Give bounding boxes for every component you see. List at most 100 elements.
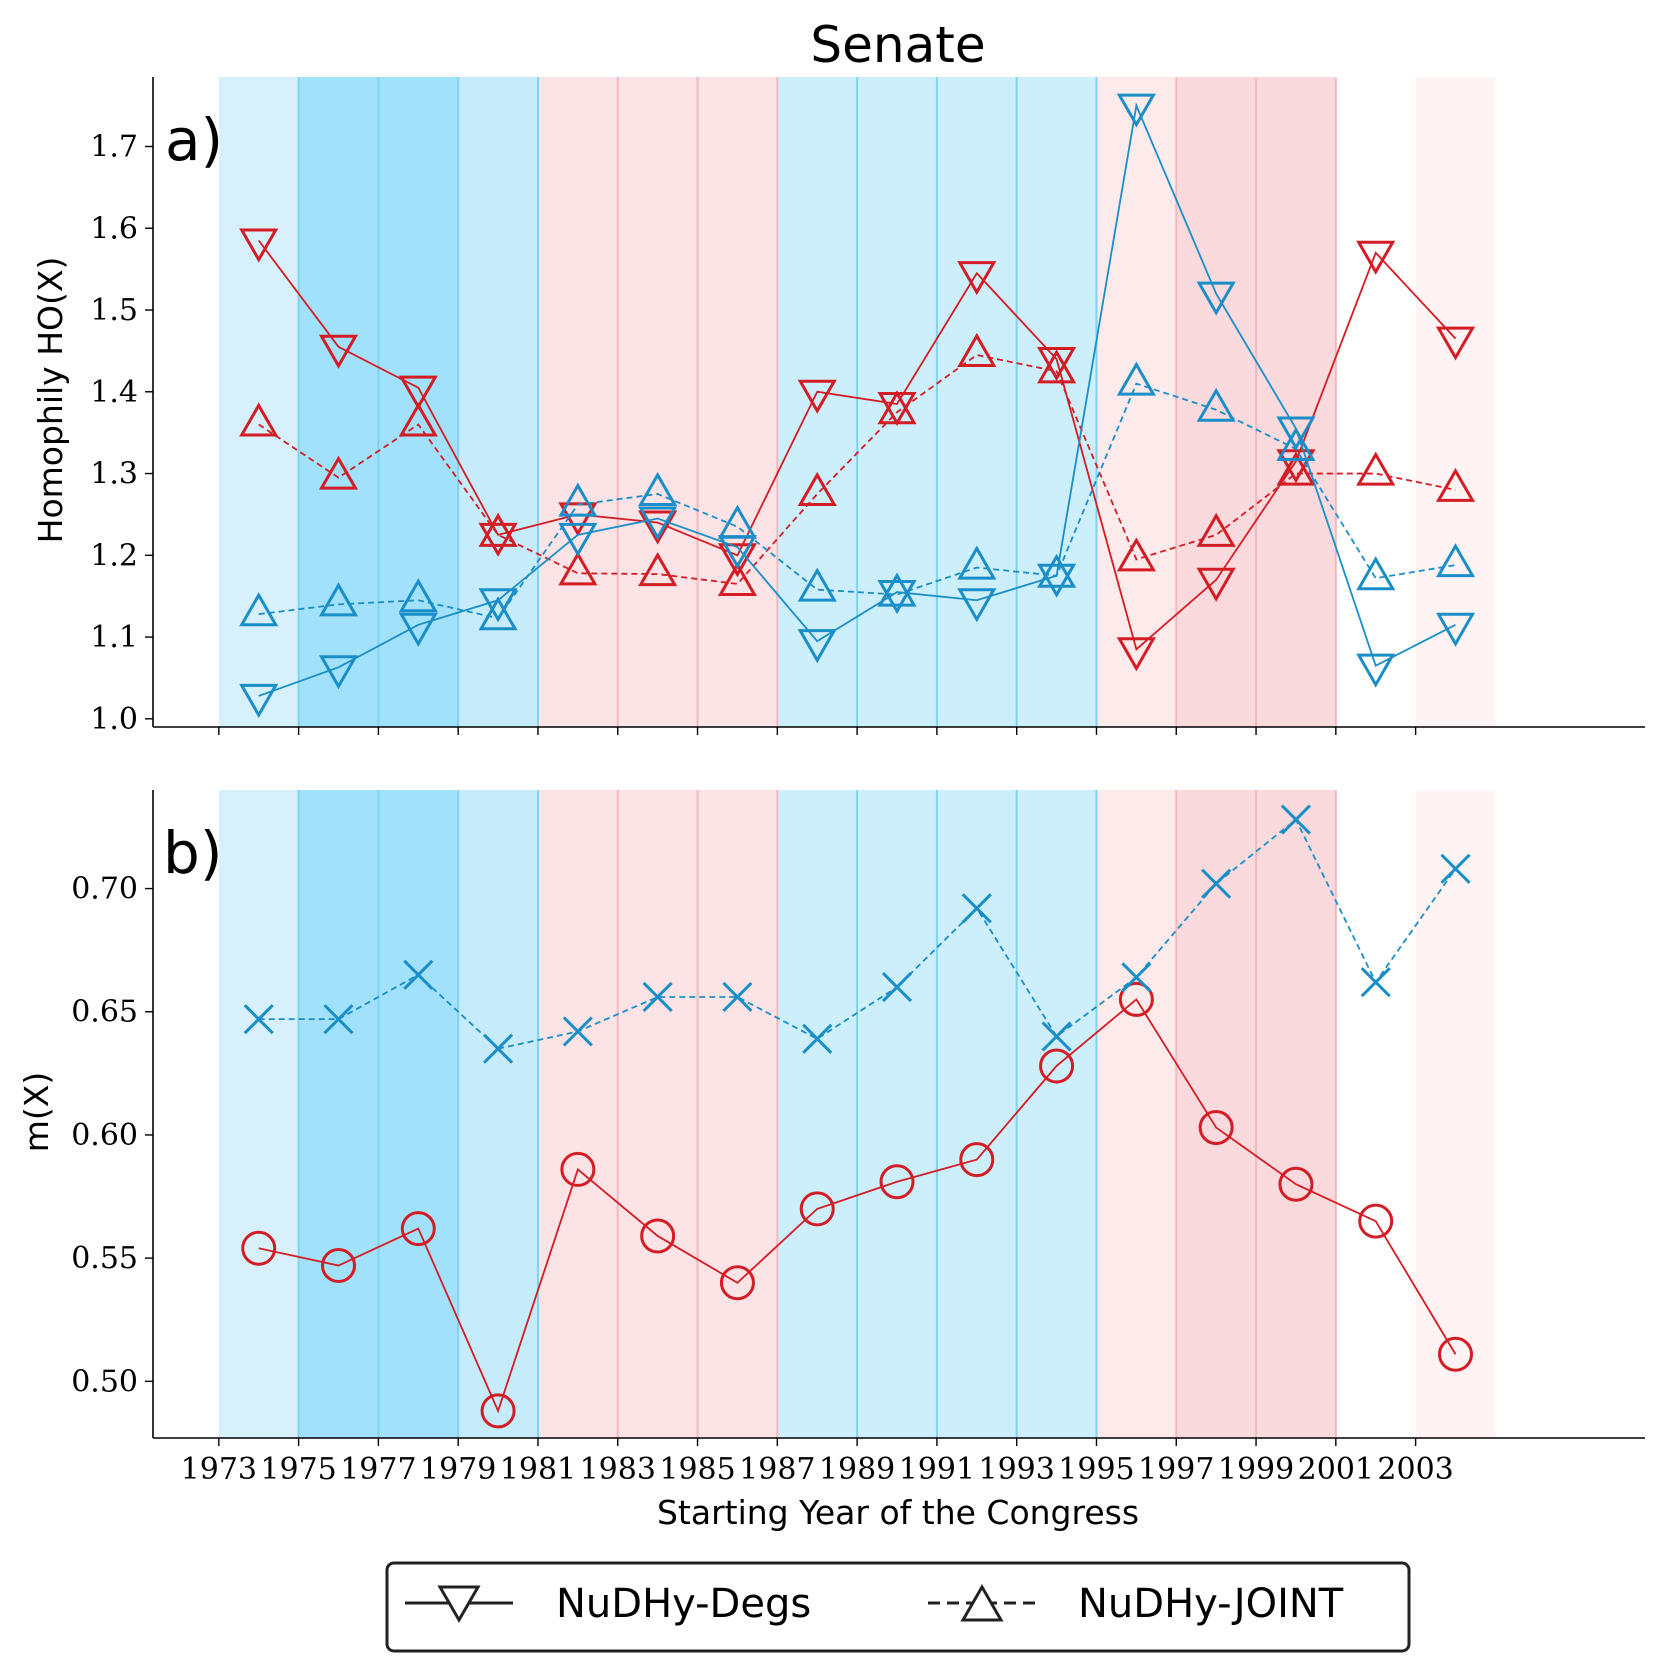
panel-label-a: a) [165, 106, 223, 174]
y-tick-label: 1.3 [90, 457, 138, 492]
panel-b: 0.500.550.600.650.70 1973 1975 1977 1979 198… [17, 790, 1645, 1532]
marker-triangle-up [717, 561, 758, 596]
legend-triangle-up-icon [960, 1583, 1004, 1622]
marker-x [1360, 967, 1391, 998]
marker-triangle-up [1036, 349, 1077, 384]
y-tick-label: 0.55 [71, 1241, 138, 1276]
marker-triangle-up [877, 572, 917, 607]
marker-x-stroke [1201, 868, 1232, 899]
marker-x [1121, 962, 1152, 993]
marker-triangle-down [318, 334, 359, 369]
marker-triangle-down [1435, 612, 1476, 647]
y-ticks-a: 1.0 1.1 1.2 1.3 1.4 1.5 1.6 1.7 [90, 129, 153, 737]
marker-x [1440, 853, 1471, 884]
x-axis-label: Starting Year of the Congress [657, 1493, 1139, 1532]
marker-triangle-down [877, 580, 917, 615]
marker-triangle-down [1036, 563, 1077, 598]
marker-triangle-down [398, 375, 438, 410]
marker-circle [1438, 1336, 1474, 1372]
y-tick-label: 0.60 [71, 1118, 138, 1153]
marker-triangle-down [1036, 347, 1077, 382]
x-ticks-a [218, 727, 1417, 735]
legend-label-joint: NuDHy-JOINT [1078, 1581, 1344, 1627]
marker-x [722, 981, 753, 1013]
x-ticks-b: 1973 1975 1977 1979 1981 1983 1985 1987 1989 1991… [181, 1438, 1454, 1487]
marker-triangle-down [1196, 567, 1236, 602]
x-tick-label: 2001 [1298, 1452, 1374, 1487]
background-band [218, 77, 299, 727]
marker-triangle-up [1276, 426, 1316, 462]
marker-triangle-up [1435, 467, 1476, 502]
marker-triangle-down [239, 228, 279, 263]
marker-circle [1039, 1048, 1075, 1084]
marker-circle [1198, 1110, 1234, 1146]
marker-x [642, 981, 673, 1013]
y-tick-label: 0.65 [71, 995, 138, 1030]
x-tick-label: 1983 [580, 1452, 656, 1487]
series-line [258, 998, 1457, 1414]
marker-x-stroke [1360, 967, 1391, 998]
marker-triangle-up [318, 582, 359, 617]
marker-x [1280, 804, 1311, 835]
marker-triangle-up [1116, 361, 1156, 396]
marker-triangle-up [478, 596, 518, 631]
x-tick-label: 2003 [1377, 1452, 1453, 1487]
marker-triangle-down [1435, 326, 1476, 361]
background-band [1096, 77, 1177, 727]
series-line [258, 102, 1456, 697]
series-line [258, 354, 1456, 585]
panel-label-b: b) [163, 819, 222, 887]
y-tick-label: 1.4 [90, 375, 138, 410]
x-tick-label: 1987 [739, 1452, 815, 1487]
x-tick-label: 1975 [260, 1452, 336, 1487]
y-tick-label: 1.6 [90, 211, 138, 246]
chart-title: Senate [810, 16, 985, 74]
marker-triangle-up [239, 592, 279, 627]
marker-x-stroke [642, 981, 673, 1013]
marker-triangle-down [478, 588, 518, 623]
marker-circle [560, 1151, 596, 1187]
marker-x-stroke [483, 1033, 514, 1064]
x-tick-label: 1995 [1058, 1452, 1134, 1487]
marker-x-stroke [961, 893, 992, 924]
marker-triangle-up [558, 482, 598, 517]
marker-triangle-down [558, 522, 598, 557]
marker-circle [480, 1393, 516, 1429]
marker-triangle-up [957, 545, 997, 580]
y-tick-label: 1.0 [90, 702, 138, 737]
marker-circle [959, 1142, 995, 1178]
marker-x-stroke [722, 981, 753, 1013]
y-tick-label: 1.5 [90, 293, 138, 328]
marker-x-stroke [403, 959, 434, 990]
y-axis-label-a: Homophily HO(X) [31, 257, 70, 544]
marker-triangle-up [398, 578, 438, 613]
marker-x [323, 1004, 354, 1035]
y-tick-label: 1.1 [90, 620, 138, 655]
x-tick-label: 1997 [1138, 1452, 1214, 1487]
marker-triangle-up [1356, 556, 1396, 591]
marker-triangle-down [717, 543, 758, 578]
marker-circle [400, 1211, 436, 1247]
marker-triangle-down [1116, 637, 1156, 672]
x-tick-label: 1981 [500, 1452, 576, 1487]
marker-triangle-down [1116, 93, 1156, 128]
marker-triangle-up [1196, 512, 1236, 547]
marker-circle [799, 1191, 835, 1227]
marker-x [1201, 868, 1232, 899]
marker-x-stroke [1041, 1021, 1072, 1052]
marker-circle [1118, 981, 1154, 1017]
marker-x [1041, 1021, 1072, 1052]
y-axis-label-b: m(X) [17, 1072, 56, 1153]
marker-triangle-up [558, 551, 598, 586]
background-band [1415, 77, 1496, 727]
background-band [537, 77, 778, 727]
legend-triangle-down-icon [437, 1585, 481, 1624]
marker-x [483, 1033, 514, 1064]
marker-triangle-down [1196, 281, 1236, 316]
marker-triangle-up [797, 567, 837, 602]
x-tick-label: 1973 [181, 1452, 257, 1487]
marker-circle [1278, 1166, 1314, 1202]
marker-triangle-up [638, 552, 678, 587]
series-a [239, 93, 1476, 718]
marker-circle [1358, 1203, 1394, 1239]
